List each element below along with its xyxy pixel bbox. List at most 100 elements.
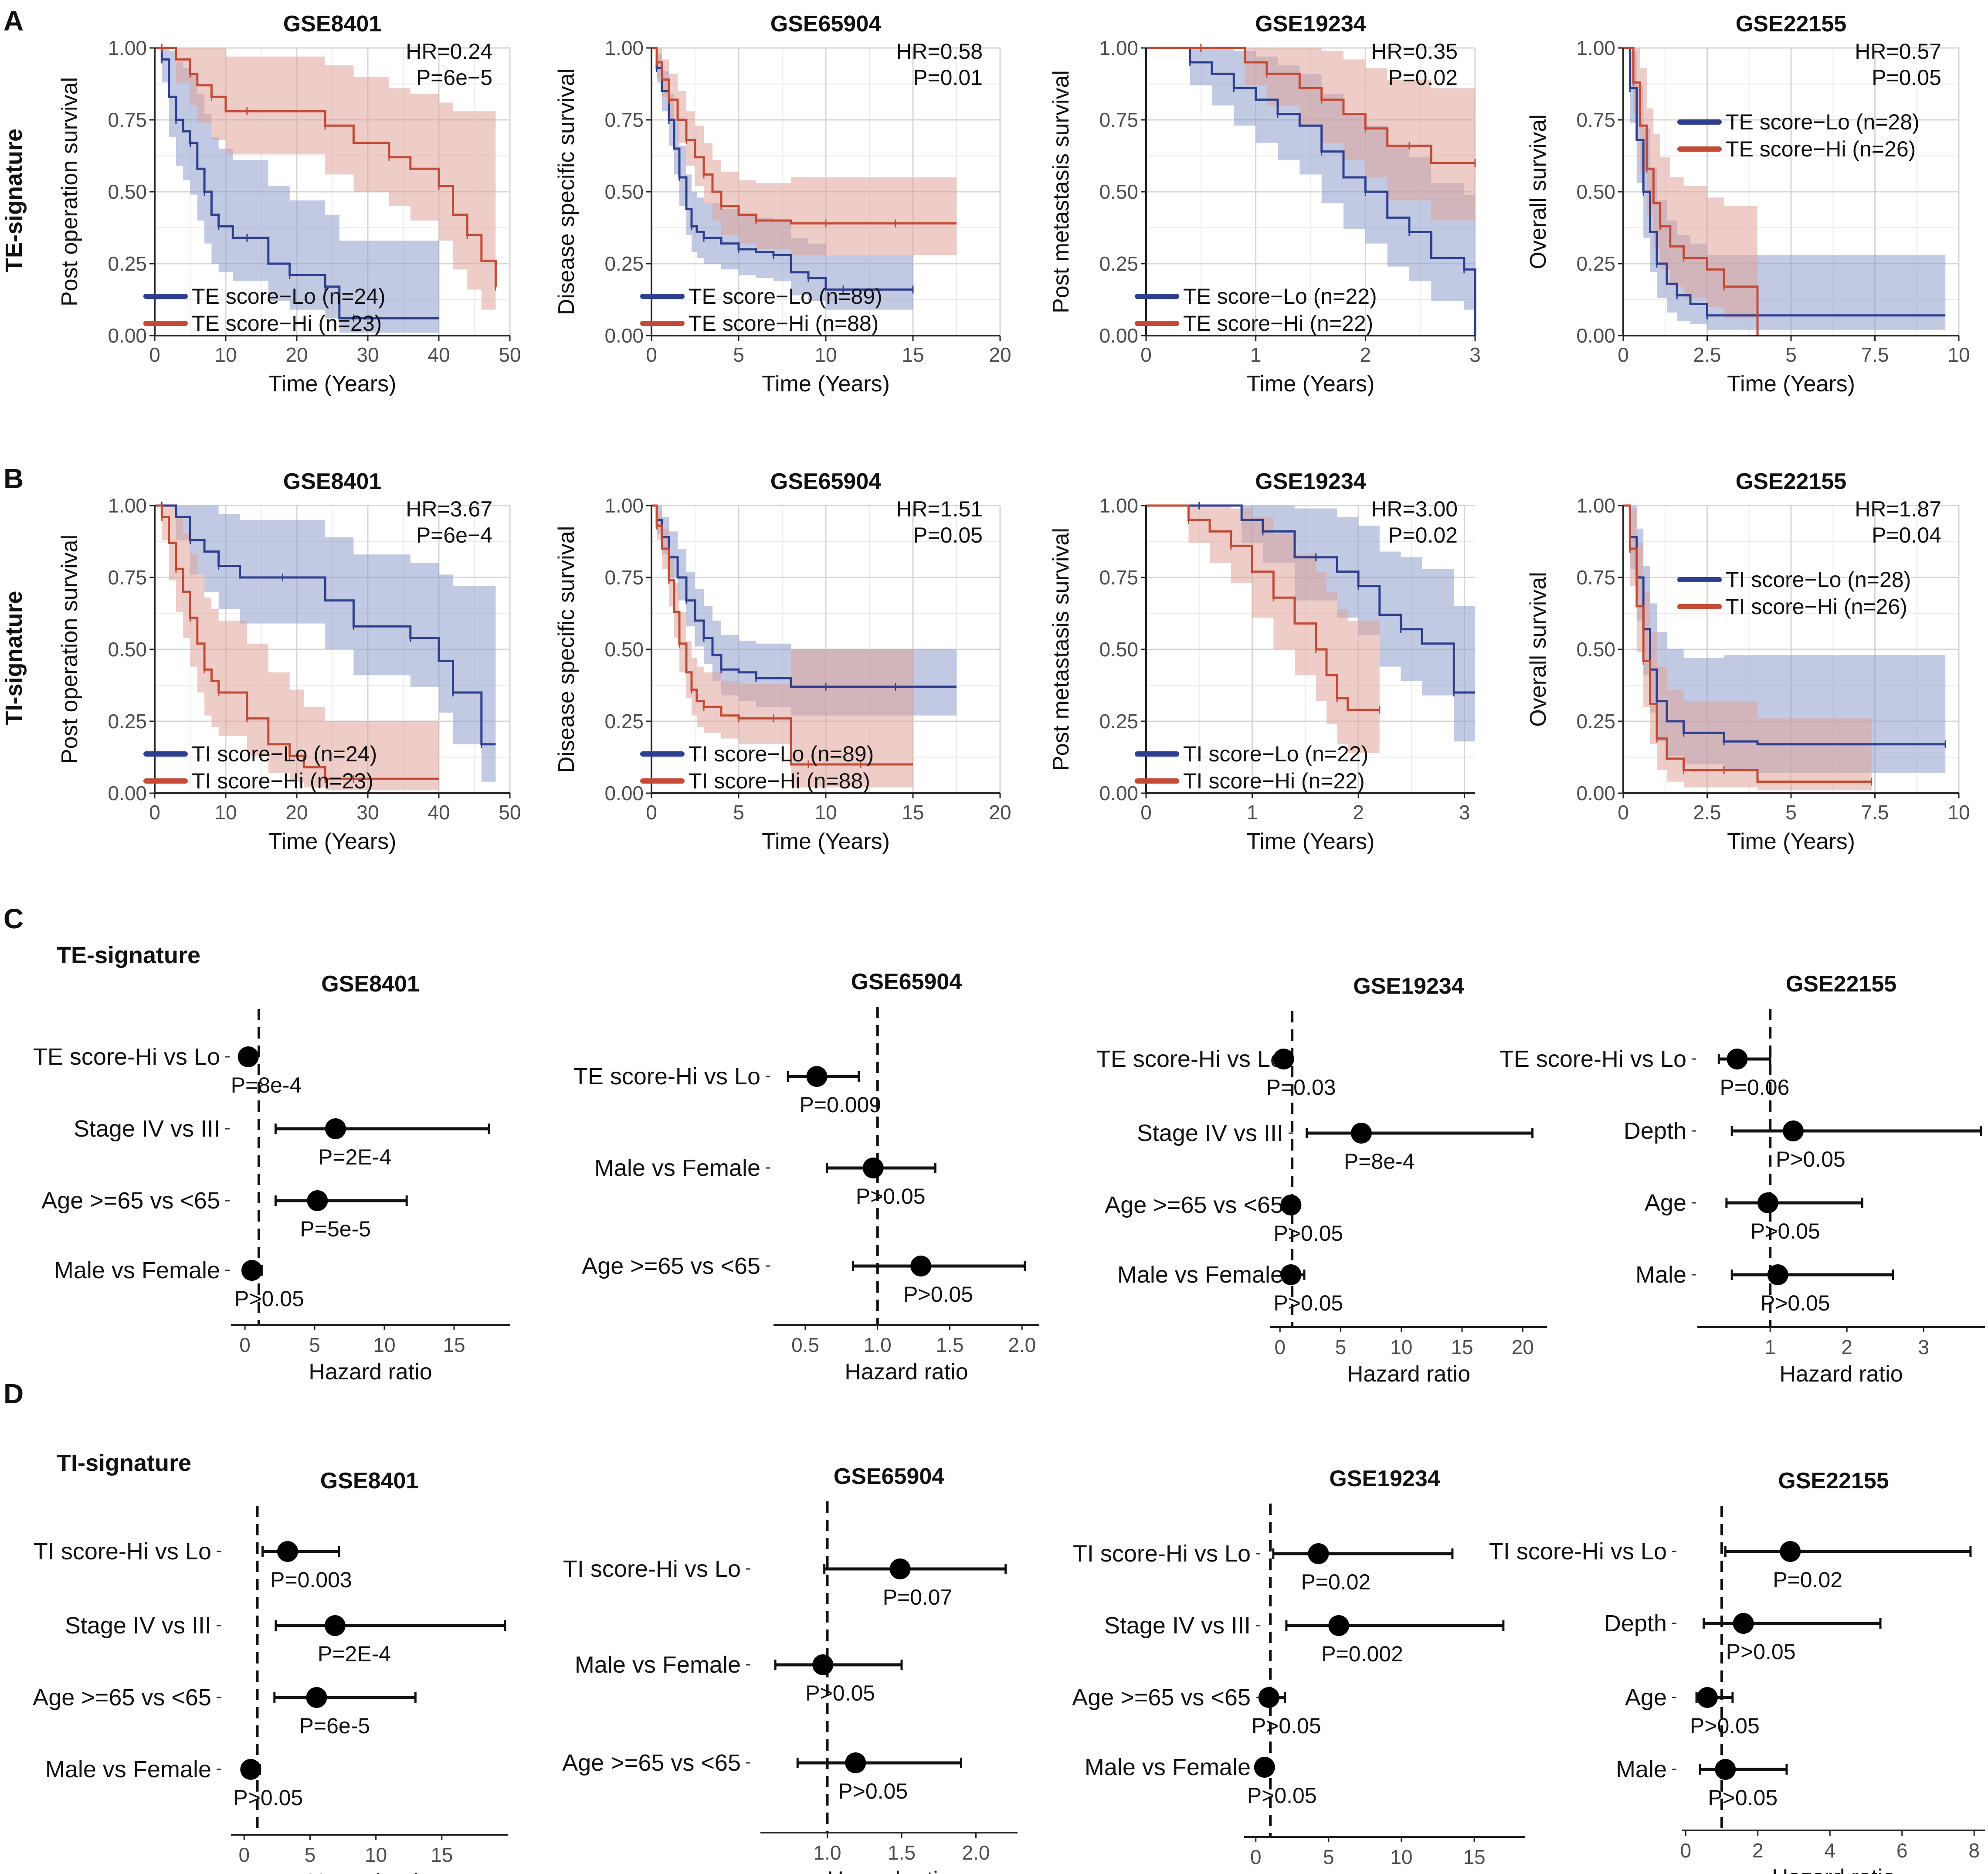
km-plot-B2: 0.00 0.25 0.50 0.75 1.00 0 5 10 15 20 GSE65904 Time… [554, 469, 1011, 854]
x-axis-title: Hazard ratio [827, 1867, 950, 1874]
x-tick-label: 7.5 [1861, 343, 1889, 366]
y-tick-label: 0.50 [1099, 180, 1138, 203]
hazard-ratio-point [241, 1260, 262, 1281]
legend-label-hi: TE score−Hi (n=88) [689, 311, 879, 336]
x-axis-title: Time (Years) [268, 829, 397, 854]
y-axis-title: Disease specific survival [554, 526, 579, 773]
x-tick-label: 2 [1353, 801, 1364, 824]
y-tick-label: 1.00 [604, 494, 644, 517]
x-tick-label: 2.0 [962, 1841, 990, 1864]
hazard-ratio-point [1767, 1264, 1788, 1285]
forest-plot-D3: GSE19234 0 5 10 15 Hazard ratio TI score-Hi vs… [1072, 1466, 1525, 1874]
x-axis-title: Hazard ratio [1323, 1871, 1446, 1874]
x-tick-label: 0 [646, 343, 657, 366]
p-value-label: P=2E-4 [318, 1145, 391, 1169]
x-tick-label: 0 [1274, 1336, 1286, 1358]
chart-title: GSE22155 [1736, 469, 1846, 494]
hazard-ratio-point [845, 1752, 866, 1773]
x-tick-label: 1 [1247, 801, 1258, 824]
row-label: TI score-Hi vs Lo [1073, 1541, 1251, 1567]
x-tick-label: 0 [1140, 801, 1152, 824]
hazard-ratio-label: HR=0.57 [1855, 39, 1941, 64]
row-title-ti-signature: TI-signature [1, 591, 27, 725]
confidence-band-hi [1623, 48, 1757, 336]
legend-label-lo: TI score−Lo (n=89) [689, 742, 874, 766]
p-value-label: P=0.02 [1388, 523, 1458, 547]
y-tick-label: 0.75 [1576, 566, 1615, 589]
hazard-ratio-point [812, 1654, 834, 1675]
p-value-label: P>0.05 [1761, 1291, 1830, 1315]
legend-label-lo: TE score−Lo (n=24) [192, 284, 386, 309]
survival-curve-hi [1146, 504, 1380, 711]
y-tick-label: 1.00 [1576, 37, 1615, 59]
y-tick-label: 0.75 [1099, 566, 1138, 589]
p-value-label: P=5e-5 [300, 1217, 371, 1241]
x-tick-label: 30 [356, 343, 379, 366]
x-axis-title: Hazard ratio [309, 1359, 432, 1385]
x-tick-label: 5 [733, 801, 744, 824]
p-value-label: P=0.009 [799, 1093, 881, 1117]
x-tick-label: 10 [214, 343, 237, 366]
row-label: Age >=65 vs <65 [1072, 1684, 1251, 1711]
chart-group: 0.000.250.500.751.000 10 20 30 40 50GSE8401Ti… [33, 11, 1985, 1874]
km-plot-A3: 0.00 0.25 0.50 0.75 1.00 0 1 2 3 GSE19234 Time (Ye… [1048, 11, 1481, 397]
y-tick-label: 1.00 [1099, 494, 1138, 517]
chart-title: GSE65904 [770, 11, 881, 37]
survival-curve-lo [1146, 504, 1475, 694]
hazard-ratio-point [1757, 1192, 1778, 1213]
y-tick-label: 0.00 [108, 782, 147, 805]
x-axis-title: Time (Years) [1727, 829, 1855, 854]
x-tick-label: 1.0 [813, 1841, 841, 1864]
y-tick-label: 0.50 [1576, 180, 1615, 203]
confidence-band-hi [1146, 506, 1380, 753]
row-title-te-signature: TE-signature [1, 129, 27, 272]
x-tick-label: 5 [1785, 343, 1797, 366]
row-label: TI score-Hi vs Lo [563, 1556, 741, 1582]
row-label: Male vs Female [594, 1155, 760, 1181]
x-tick-label: 3 [1918, 1336, 1929, 1358]
row-label: Male [1616, 1756, 1667, 1782]
legend-label-hi: TI score−Hi (n=23) [192, 769, 373, 793]
hazard-ratio-point [1280, 1264, 1302, 1285]
y-tick-label: 0.00 [1576, 782, 1615, 805]
x-tick-label: 5 [1785, 801, 1797, 824]
hazard-ratio-label: HR=1.87 [1855, 497, 1941, 521]
hazard-ratio-point [1280, 1195, 1302, 1215]
hazard-ratio-point [240, 1759, 261, 1780]
p-value-label: P=6e−5 [416, 65, 492, 90]
x-axis-title: Hazard ratio [1772, 1865, 1895, 1874]
row-label: TE score-Hi vs Lo [1499, 1046, 1686, 1072]
x-tick-label: 8 [1968, 1839, 1980, 1862]
y-tick-label: 0.00 [1099, 324, 1138, 347]
y-tick-label: 1.00 [604, 37, 644, 59]
x-tick-label: 5 [1323, 1846, 1334, 1868]
forest-plot-C2: GSE65904 0.5 1.0 1.5 2.0 Hazard ratio TE score… [573, 969, 1039, 1385]
row-label: Age [1645, 1190, 1686, 1216]
x-tick-label: 15 [1451, 1336, 1473, 1358]
hazard-ratio-label: HR=0.58 [896, 39, 983, 64]
hazard-ratio-point [1727, 1049, 1748, 1069]
p-value-label: P>0.05 [233, 1786, 303, 1810]
hazard-ratio-label: HR=3.67 [406, 497, 492, 521]
x-tick-label: 0 [239, 1334, 251, 1356]
survival-curve-hi [1146, 47, 1475, 164]
row-label: Depth [1624, 1118, 1686, 1144]
km-plot-B4: 0.00 0.25 0.50 0.75 1.00 0 2.5 5 7.5 10 GSE22155 Ti… [1526, 469, 1970, 854]
x-tick-label: 40 [427, 343, 450, 366]
x-axis-title: Hazard ratio [845, 1359, 968, 1385]
chart-title: GSE8401 [283, 11, 382, 37]
y-tick-label: 0.75 [1576, 109, 1615, 131]
p-value-label: P>0.05 [1726, 1640, 1796, 1664]
survival-curve-lo [155, 504, 496, 746]
legend-label-hi: TE score−Hi (n=26) [1726, 137, 1916, 161]
y-tick-label: 0.00 [604, 782, 644, 805]
x-tick-label: 40 [427, 801, 450, 824]
x-tick-label: 15 [1463, 1846, 1485, 1868]
x-tick-label: 10 [365, 1843, 387, 1866]
x-tick-label: 10 [1947, 343, 1970, 366]
x-tick-label: 0 [1618, 343, 1629, 366]
x-axis-title: Time (Years) [762, 829, 890, 854]
y-axis-title: Overall survival [1526, 572, 1551, 727]
x-tick-label: 2 [1841, 1336, 1852, 1358]
forest-plot-D2: GSE65904 1.0 1.5 2.0 Hazard ratio TI score-Hi… [562, 1464, 1018, 1874]
